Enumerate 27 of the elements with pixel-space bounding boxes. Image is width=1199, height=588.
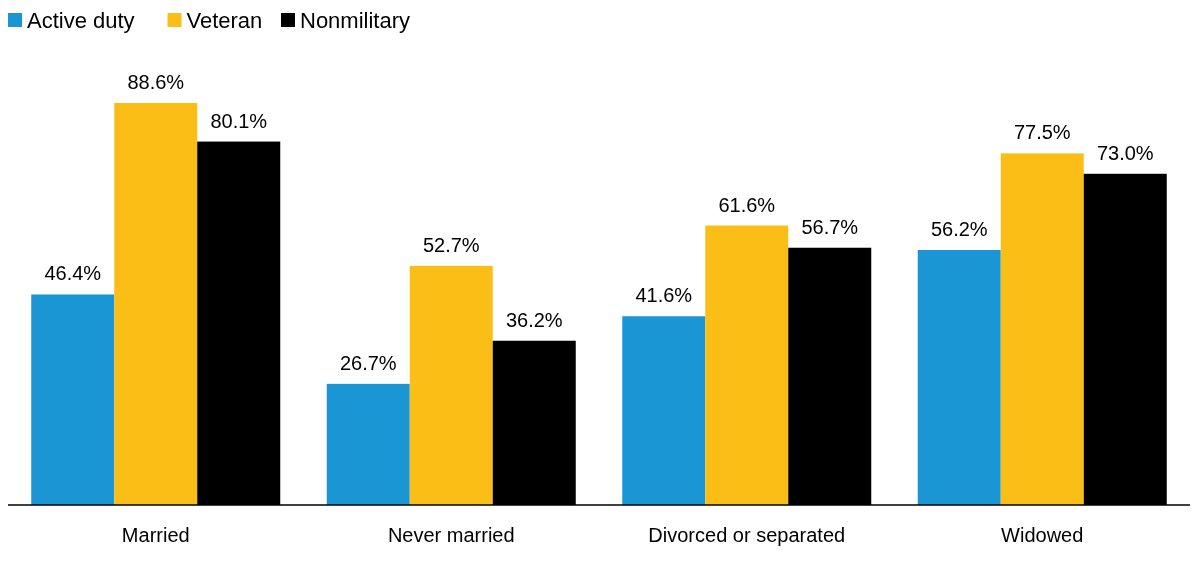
data-label: 36.2% (505, 308, 563, 331)
data-label: 56.7% (801, 215, 859, 238)
x-tick-label: Widowed (1001, 524, 1084, 546)
bar (705, 225, 789, 505)
data-label: 26.7% (339, 351, 397, 374)
x-tick-label: Married (121, 524, 190, 546)
data-label: 52.7% (422, 233, 480, 256)
bar (917, 250, 1001, 505)
bar (622, 316, 706, 505)
data-label: 77.5% (1013, 121, 1071, 144)
legend-label: Nonmilitary (300, 8, 411, 33)
x-tick-label: Never married (387, 524, 515, 546)
legend-label: Veteran (186, 8, 263, 33)
data-label: 80.1% (210, 109, 268, 132)
legend-label: Active duty (27, 8, 135, 33)
data-label: 61.6% (718, 193, 776, 216)
data-label: 56.2% (930, 218, 988, 241)
bar (409, 265, 493, 505)
x-tick-label: Divorced or separated (648, 524, 846, 546)
bar (1000, 153, 1084, 505)
data-label: 41.6% (635, 284, 693, 307)
data-label: 46.4% (44, 262, 102, 285)
bar (326, 383, 410, 505)
data-label: 88.6% (127, 71, 185, 93)
bar (114, 103, 198, 505)
bar (31, 294, 115, 505)
data-label: 73.0% (1096, 141, 1154, 164)
